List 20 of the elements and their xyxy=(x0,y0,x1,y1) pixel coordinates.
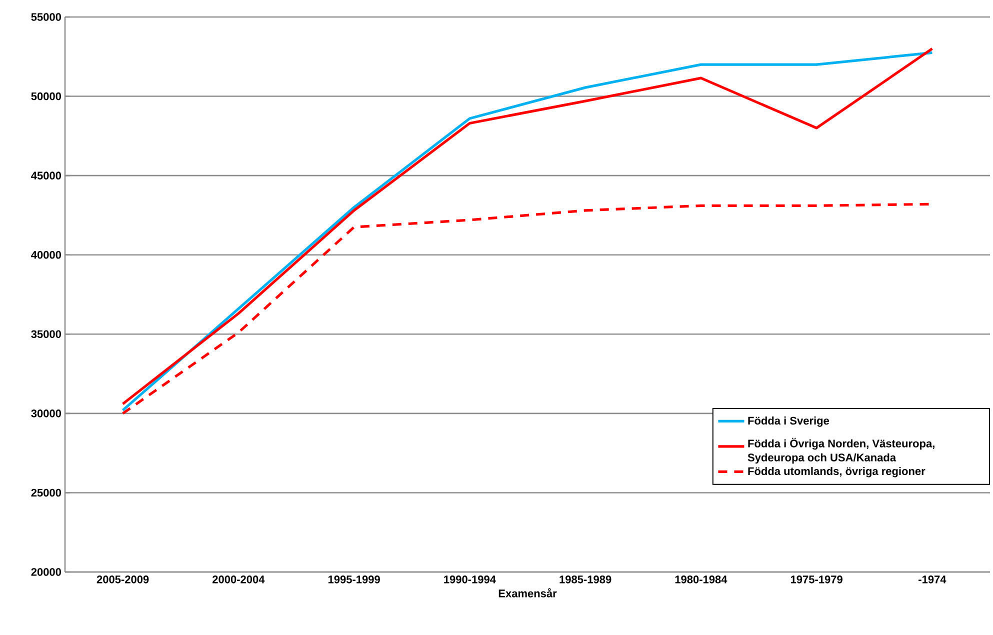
x-tick-label: 2000-2004 xyxy=(212,576,265,584)
x-tick-label: 1980-1984 xyxy=(675,576,728,584)
x-tick-label: 1975-1979 xyxy=(790,576,842,584)
y-tick-label: 55000 xyxy=(31,13,62,21)
y-tick-label: 30000 xyxy=(31,410,62,418)
x-axis-title: Examensår xyxy=(498,588,557,598)
legend-label: Födda i Övriga Norden, Västeuropa, Sydeuropa och USA/Kanada xyxy=(748,438,934,464)
x-tick-label: 2005-2009 xyxy=(96,576,149,584)
x-tick-label: 1990-1994 xyxy=(444,576,496,584)
x-tick-label: -1974 xyxy=(918,576,946,584)
legend-label: Födda i Sverige xyxy=(748,416,830,427)
y-tick-label: 35000 xyxy=(31,330,62,338)
y-tick-label: 40000 xyxy=(31,250,62,259)
x-tick-label: 1985-1989 xyxy=(560,576,612,584)
y-tick-label: 50000 xyxy=(31,92,62,100)
y-tick-label: 45000 xyxy=(31,172,62,180)
legend-label: Födda utomlands, övriga regioner xyxy=(748,466,926,478)
x-tick-label: 1995-1999 xyxy=(328,576,380,584)
y-tick-label: 20000 xyxy=(31,568,62,576)
y-tick-label: 25000 xyxy=(31,488,62,497)
